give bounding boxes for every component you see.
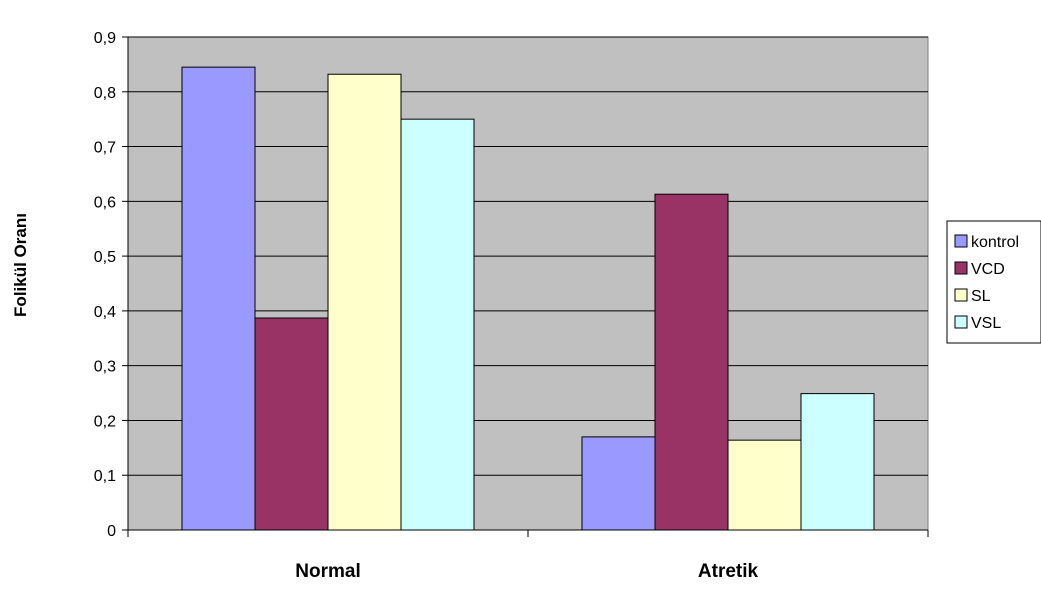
- legend-label: kontrol: [971, 234, 1019, 251]
- legend-label: SL: [971, 288, 991, 305]
- legend-label: VSL: [971, 315, 1001, 332]
- bar-vsl-atretik: [800, 393, 875, 531]
- y-tick-label: 0,1: [94, 468, 116, 485]
- bar-kontrol-normal: [181, 66, 256, 531]
- legend-label: VCD: [971, 261, 1005, 278]
- legend-swatch: [954, 234, 968, 248]
- y-tick-label: 0: [107, 523, 116, 540]
- y-tick-label: 0,9: [94, 30, 116, 47]
- bar-vcd-normal: [254, 317, 329, 531]
- y-axis-title: Folikül Oranı: [11, 213, 30, 317]
- y-tick-label: 0,7: [94, 140, 116, 157]
- bar-sl-atretik: [727, 439, 802, 531]
- bar-vsl-normal: [400, 118, 475, 531]
- legend-swatch: [954, 261, 968, 275]
- x-category-label: Atretik: [698, 561, 759, 582]
- legend-swatch: [954, 288, 968, 302]
- y-tick-label: 0,5: [94, 249, 116, 266]
- bar-vcd-atretik: [654, 193, 729, 531]
- y-tick-label: 0,2: [94, 413, 116, 430]
- y-tick-label: 0,3: [94, 359, 116, 376]
- bar-sl-normal: [327, 73, 402, 531]
- bar-kontrol-atretik: [581, 436, 656, 531]
- y-tick-label: 0,6: [94, 194, 116, 211]
- legend-swatch: [954, 315, 968, 329]
- y-tick-label: 0,8: [94, 85, 116, 102]
- x-category-label: Normal: [295, 561, 360, 582]
- y-tick-label: 0,4: [94, 304, 116, 321]
